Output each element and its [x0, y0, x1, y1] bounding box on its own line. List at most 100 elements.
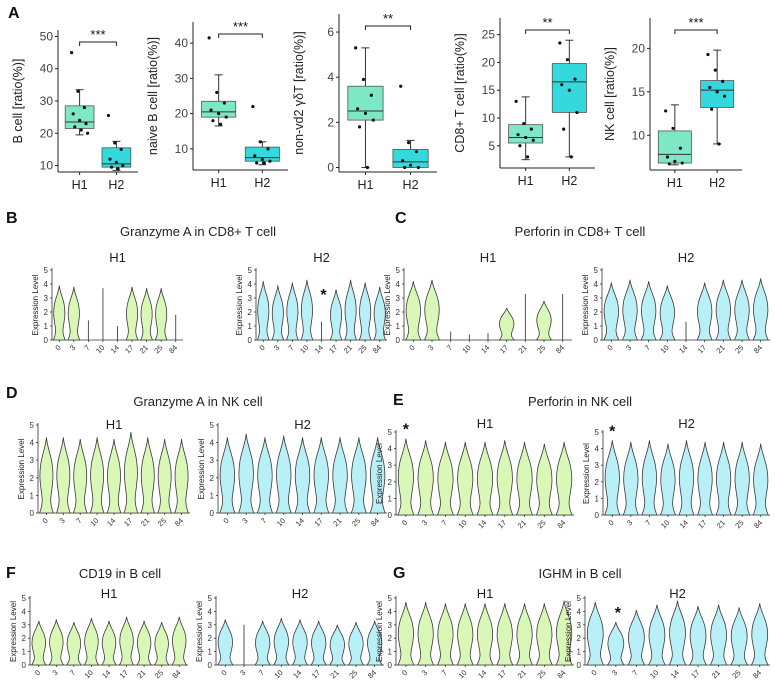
- x-tick-label: 17: [327, 343, 339, 355]
- panel-title-e: Perforin in NK cell: [528, 394, 632, 409]
- data-point: [86, 131, 90, 135]
- y-axis-label: CD8+ T cell [ratio(%)]: [453, 33, 467, 152]
- data-point: [406, 141, 411, 145]
- violin-10: [273, 618, 290, 666]
- data-point: [524, 135, 528, 140]
- x-tick-label: 21: [715, 518, 727, 530]
- significance-label: ***: [233, 19, 248, 34]
- data-point: [71, 112, 75, 116]
- y-axis-label: non-vd2 γδT [ratio(%)]: [292, 31, 306, 154]
- y-tick-label: 3: [577, 621, 582, 630]
- violin-17: [696, 441, 714, 516]
- violin-21: [715, 279, 732, 341]
- violin-3: [55, 437, 71, 514]
- x-tick-label: 84: [366, 668, 378, 680]
- x-tick-label: 84: [751, 668, 763, 680]
- y-tick-label: 0: [327, 160, 334, 174]
- panel-letter-b: B: [6, 210, 18, 227]
- data-point: [706, 52, 710, 57]
- box-h2: [700, 80, 735, 108]
- violin-84: [171, 616, 188, 666]
- y-tick-label: 4: [388, 607, 393, 616]
- violin-21: [515, 441, 534, 516]
- data-point: [371, 118, 375, 122]
- y-tick-label: 4: [30, 439, 35, 448]
- significance-bracket: [674, 29, 718, 34]
- y-axis-label: Expression Level: [582, 443, 591, 504]
- y-tick-label: 3: [30, 456, 35, 465]
- violin-10: [300, 279, 314, 341]
- violin-84: [750, 603, 769, 666]
- violin-0: [217, 619, 234, 666]
- group-label-h1: H1: [477, 586, 494, 601]
- y-tick-label: 5: [208, 594, 213, 603]
- x-tick-label: 25: [153, 668, 165, 680]
- y-axis-label: Expression Level: [9, 601, 18, 662]
- group-label-h2: H2: [313, 250, 330, 265]
- y-tick-label: 1: [594, 322, 599, 331]
- y-tick-label: 2: [22, 634, 27, 643]
- y-tick-label: 0: [594, 336, 599, 345]
- data-point: [560, 83, 564, 87]
- y-tick-label: 2: [594, 308, 599, 317]
- data-point: [78, 118, 82, 122]
- box-h1: [347, 85, 384, 121]
- data-point: [713, 68, 717, 72]
- y-tick-label: 20: [175, 107, 189, 121]
- box-h2: [551, 63, 587, 113]
- violin-0: [405, 281, 422, 341]
- y-tick-label: 5: [595, 428, 600, 437]
- x-tick-label: 7: [445, 343, 454, 352]
- x-tick-label: 25: [350, 516, 362, 528]
- violin-17: [696, 282, 713, 341]
- y-axis-label: Expression Level: [375, 601, 384, 662]
- x-tick-label: 10: [275, 516, 287, 528]
- violin-17: [313, 437, 330, 514]
- x-tick-label: 3: [240, 516, 249, 525]
- x-tick-label: 3: [420, 668, 429, 677]
- x-tick-label: 3: [68, 343, 77, 352]
- data-point: [211, 119, 215, 123]
- x-tick-label: 21: [139, 516, 151, 528]
- y-tick-label: 2: [327, 115, 334, 129]
- group-label-h2: H2: [292, 586, 309, 601]
- data-point: [114, 160, 118, 164]
- y-tick-label: 2: [30, 474, 35, 483]
- y-tick-label: 5: [396, 266, 401, 275]
- y-tick-label: 2: [248, 308, 253, 317]
- x-tick-label: 14: [476, 668, 488, 680]
- violin-3: [622, 441, 639, 516]
- violin-25: [730, 607, 749, 666]
- y-tick-label: 3: [22, 621, 27, 630]
- x-tick-label: 7: [286, 343, 295, 352]
- violin-14: [101, 620, 117, 666]
- data-point: [222, 101, 226, 105]
- panel-title-c: Perforin in CD8+ T cell: [515, 224, 646, 239]
- data-point: [573, 77, 577, 81]
- y-tick-label: 2: [388, 478, 393, 487]
- x-tick-label: 84: [371, 343, 383, 355]
- violin-84: [174, 439, 189, 514]
- violin-17: [496, 603, 514, 666]
- violin-25: [358, 282, 372, 341]
- x-tick-label: 14: [476, 518, 488, 530]
- x-tick-label: 3: [420, 518, 429, 527]
- violin-7: [285, 282, 299, 341]
- x-tick-label: 17: [689, 668, 701, 680]
- data-point: [363, 111, 368, 115]
- x-tick-label: 3: [238, 668, 247, 677]
- data-point: [680, 161, 684, 165]
- x-tick-label: 14: [294, 516, 306, 528]
- panel-letter-e: E: [393, 392, 404, 409]
- x-tick-label: 17: [310, 668, 322, 680]
- group-label-h1: H1: [480, 250, 497, 265]
- box-h2: [101, 147, 132, 168]
- significance-label: **: [542, 15, 552, 30]
- violin-7: [436, 441, 455, 516]
- y-tick-label: 4: [396, 280, 401, 289]
- violin-25: [535, 443, 553, 516]
- violin-17: [310, 620, 327, 666]
- violin-14: [668, 600, 687, 666]
- x-tick-label: 84: [752, 343, 764, 355]
- y-tick-label: 4: [595, 445, 600, 454]
